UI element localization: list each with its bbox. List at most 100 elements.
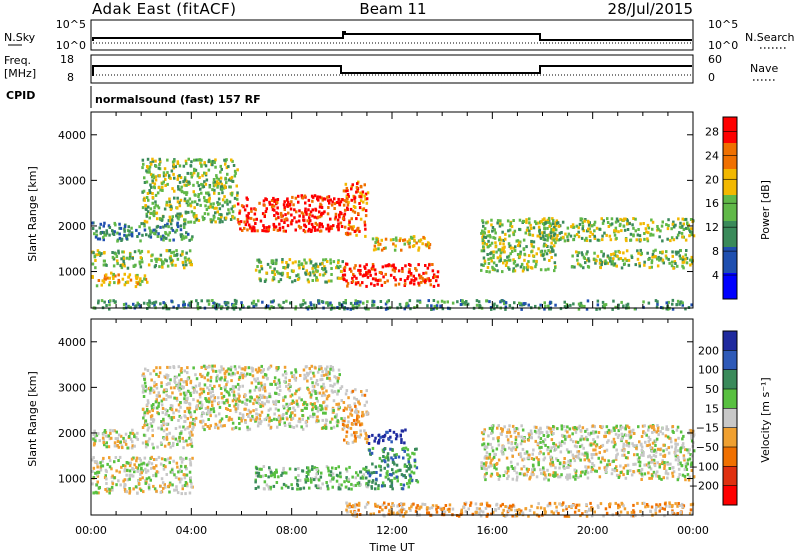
- power-cell: [311, 223, 314, 226]
- power-cell: [639, 265, 642, 268]
- velocity-cell: [192, 426, 195, 429]
- velocity-cell: [351, 414, 354, 417]
- power-cell: [280, 212, 283, 215]
- velocity-cell: [347, 420, 350, 423]
- velocity-cell: [536, 475, 539, 478]
- power-cell: [506, 261, 509, 264]
- velocity-cell: [296, 425, 299, 428]
- velocity-cell: [284, 424, 287, 427]
- velocity-cell: [348, 404, 351, 407]
- power-cell: [185, 184, 188, 187]
- velocity-cell: [411, 471, 414, 474]
- power-cell: [103, 252, 106, 255]
- velocity-cell: [530, 432, 533, 435]
- power-cell: [356, 182, 359, 185]
- velocity-cell: [539, 427, 542, 430]
- power-cell: [522, 270, 525, 273]
- power-cell: [553, 239, 556, 242]
- power-cell: [166, 201, 169, 204]
- velocity-cell: [104, 429, 107, 432]
- velocity-cell: [295, 390, 298, 393]
- power-cell: [227, 165, 230, 168]
- power-cell: [497, 219, 500, 222]
- velocity-cell: [144, 457, 147, 460]
- velocity-cell: [174, 381, 177, 384]
- power-cell: [640, 249, 643, 252]
- velocity-cell: [99, 439, 102, 442]
- velocity-cell: [188, 431, 191, 434]
- velocity-cell: [331, 418, 334, 421]
- power-cell: [620, 257, 623, 260]
- velocity-cell: [169, 378, 172, 381]
- velocity-cell: [306, 403, 309, 406]
- power-colorbar-tick-label: 16: [705, 197, 719, 210]
- velocity-cell: [546, 431, 549, 434]
- power-cell: [189, 249, 192, 252]
- velocity-cell: [206, 386, 209, 389]
- velocity-cell: [391, 487, 394, 490]
- velocity-cell: [173, 397, 176, 400]
- power-cell: [318, 210, 321, 213]
- velocity-cell: [656, 470, 659, 473]
- velocity-cell: [141, 476, 144, 479]
- power-colorbar-swatch: [723, 117, 737, 144]
- power-cell: [98, 251, 101, 254]
- velocity-cell: [308, 487, 311, 490]
- velocity-cell: [359, 470, 362, 473]
- power-cell: [232, 216, 235, 219]
- velocity-cell: [296, 400, 299, 403]
- power-cell: [337, 228, 340, 231]
- velocity-cell: [237, 404, 240, 407]
- velocity-cell: [241, 367, 244, 370]
- velocity-cell: [241, 401, 244, 404]
- power-cell: [543, 245, 546, 248]
- power-cell: [264, 229, 267, 232]
- velocity-cell: [300, 425, 303, 428]
- power-cell: [363, 265, 366, 268]
- velocity-cell: [151, 429, 154, 432]
- power-cell: [235, 300, 238, 303]
- velocity-cell: [294, 392, 297, 395]
- velocity-cell: [289, 415, 292, 418]
- power-cell: [127, 281, 130, 284]
- power-cell: [208, 194, 211, 197]
- power-cell: [414, 267, 417, 270]
- velocity-cell: [498, 478, 501, 481]
- velocity-cell: [207, 406, 210, 409]
- power-cell: [175, 249, 178, 252]
- power-cell: [394, 249, 397, 252]
- power-cell: [302, 197, 305, 200]
- velocity-cell: [156, 407, 159, 410]
- power-cell: [685, 227, 688, 230]
- velocity-cell: [184, 369, 187, 372]
- power-cell: [183, 165, 186, 168]
- power-cell: [103, 301, 106, 304]
- velocity-cell: [128, 435, 131, 438]
- power-cell: [359, 206, 362, 209]
- power-cell: [103, 222, 106, 225]
- power-cell: [197, 195, 200, 198]
- power-cell: [157, 232, 160, 235]
- velocity-cell: [145, 440, 148, 443]
- velocity-cell: [510, 461, 513, 464]
- velocity-cell: [547, 452, 550, 455]
- power-cell: [373, 284, 376, 287]
- power-cell: [603, 232, 606, 235]
- velocity-cell: [662, 432, 665, 435]
- velocity-cell: [384, 467, 387, 470]
- power-cell: [345, 183, 348, 186]
- power-cell: [302, 215, 305, 218]
- velocity-cell: [328, 394, 331, 397]
- velocity-cell: [641, 468, 644, 471]
- velocity-echo-region: [342, 388, 369, 445]
- power-cell: [94, 255, 97, 258]
- velocity-cell: [267, 414, 270, 417]
- velocity-cell: [159, 395, 162, 398]
- power-cell: [111, 229, 114, 232]
- power-cell: [548, 259, 551, 262]
- velocity-cell: [263, 396, 266, 399]
- power-cell: [538, 226, 541, 229]
- power-cell: [114, 223, 117, 226]
- power-cell: [216, 177, 219, 180]
- velocity-cell: [317, 383, 320, 386]
